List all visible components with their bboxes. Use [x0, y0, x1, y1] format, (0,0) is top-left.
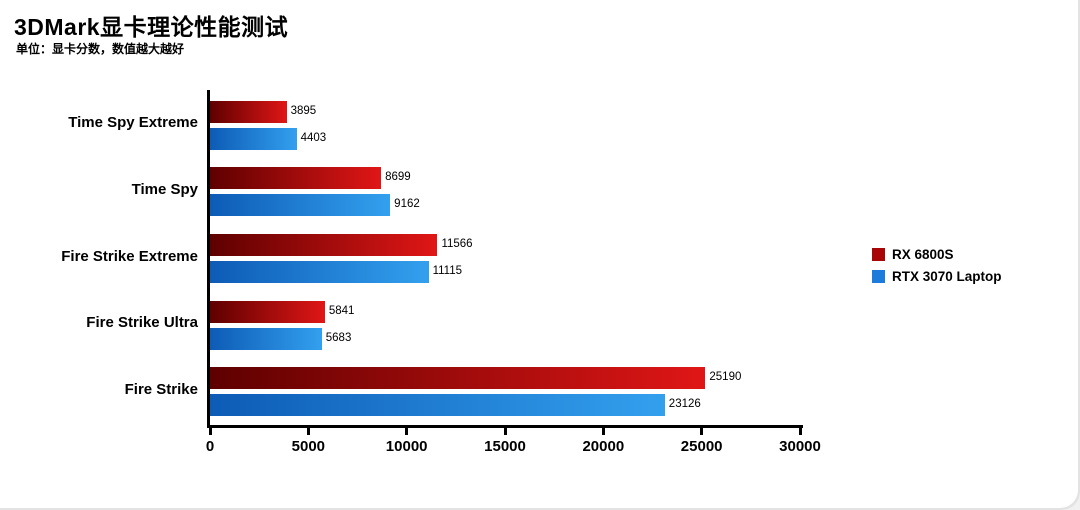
legend-label: RX 6800S: [892, 247, 954, 262]
category-label: Time Spy Extreme: [68, 114, 198, 132]
x-axis-line: [207, 425, 803, 428]
bar: [210, 394, 665, 417]
x-axis-tick: [503, 428, 507, 435]
legend-item: RX 6800S: [872, 247, 1002, 262]
x-axis-tick-label: 25000: [680, 438, 723, 455]
bar: [210, 261, 429, 283]
bar: [210, 327, 322, 350]
bar-value-label: 11115: [432, 265, 463, 277]
bar-value-label: 23126: [668, 398, 701, 411]
bar-value-label: 25190: [709, 371, 742, 384]
x-axis-tick: [601, 428, 605, 435]
bar: [210, 194, 391, 217]
x-axis-tick-label: 15000: [484, 438, 526, 455]
bar-value-label: 5683: [325, 331, 352, 344]
x-axis-tick-label: 20000: [582, 438, 625, 455]
legend: RX 6800S RTX 3070 Laptop: [872, 247, 1002, 284]
legend-swatch: [872, 270, 885, 283]
x-axis-tick: [306, 428, 310, 435]
category-label: Time Spy: [131, 180, 198, 198]
legend-item: RTX 3070 Laptop: [872, 269, 1002, 284]
x-axis-tick: [405, 428, 409, 435]
bar: [210, 234, 438, 256]
x-axis-tick-label: 30000: [779, 438, 821, 455]
x-axis-tick-label: 5000: [291, 438, 326, 455]
category-label: Fire Strike Ultra: [86, 314, 198, 332]
bar: [210, 127, 297, 150]
bar-value-label: 4403: [300, 131, 327, 144]
bar: [210, 300, 325, 323]
bar: [210, 367, 706, 390]
bar-value-label: 5841: [328, 304, 355, 317]
x-axis-tick-label: 0: [205, 438, 215, 455]
chart-title: 3DMark显卡理论性能测试: [14, 14, 289, 40]
legend-label: RTX 3070 Laptop: [892, 269, 1002, 284]
bar-value-label: 9162: [394, 198, 420, 211]
category-label: Fire Strike: [124, 380, 198, 398]
x-axis-tick: [208, 428, 212, 435]
bar: [210, 100, 287, 123]
bar-value-label: 11566: [441, 238, 473, 250]
category-label: Fire Strike Extreme: [61, 247, 198, 265]
y-axis-line: [207, 90, 210, 428]
x-axis-tick: [798, 428, 802, 435]
x-axis-tick-label: 10000: [385, 438, 428, 455]
chart-subtitle: 单位：显卡分数，数值越大越好: [16, 42, 185, 56]
legend-swatch: [872, 248, 885, 261]
bar: [210, 167, 382, 190]
bar-value-label: 3895: [290, 104, 317, 117]
x-axis-tick: [700, 428, 704, 435]
bar-value-label: 8699: [385, 171, 411, 184]
